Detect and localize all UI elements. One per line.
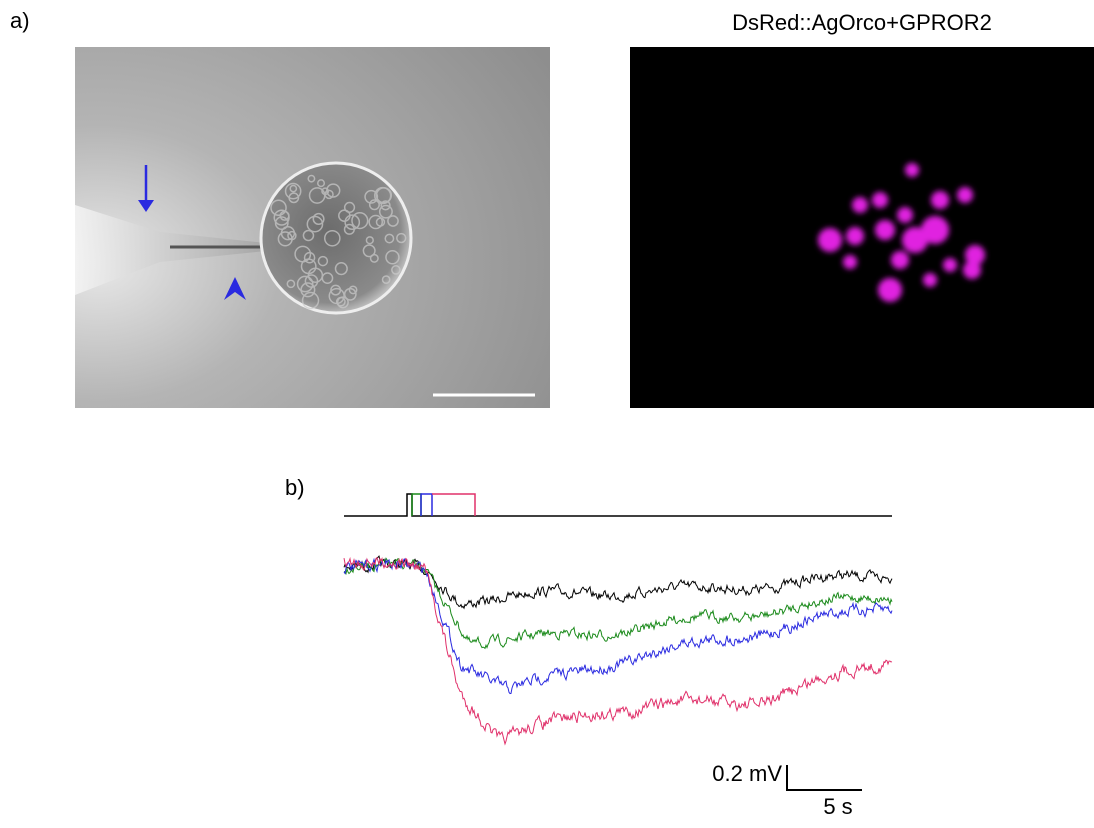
cell-texture [304, 274, 319, 288]
cell-texture [378, 204, 393, 219]
voltage-trace [343, 557, 893, 650]
cell-texture [302, 229, 315, 242]
fluorescent-spot [843, 255, 857, 269]
cell-texture [296, 275, 314, 293]
fluorescent-spot [897, 207, 913, 223]
cell-texture [334, 262, 348, 276]
cell-texture [368, 214, 384, 230]
cell-texture [324, 189, 334, 200]
cell-texture [274, 216, 289, 231]
fluorescent-spot [931, 191, 949, 209]
cell-texture [323, 229, 341, 247]
fluorescent-spot [878, 278, 902, 302]
cell-texture [307, 174, 316, 183]
fluorescent-spot [875, 220, 895, 240]
fluorescent-spot [872, 192, 888, 208]
cell-texture [348, 285, 358, 295]
cell-texture [369, 253, 379, 263]
cell-texture [396, 232, 407, 244]
panel-label: b) [285, 475, 305, 500]
cell-texture [374, 186, 392, 205]
cell-texture [284, 182, 302, 200]
cell-texture [270, 199, 287, 217]
voltage-trace [343, 555, 893, 610]
cell-texture [351, 212, 369, 230]
traces [343, 555, 893, 746]
cell-texture [384, 233, 395, 244]
cell-texture [380, 200, 391, 211]
cell-texture [336, 296, 349, 309]
fluorescent-spot [921, 216, 949, 244]
cell-texture [279, 210, 290, 221]
cell-texture [277, 231, 293, 247]
cell-texture [286, 279, 296, 289]
fluorescent-spot [905, 163, 919, 177]
cell-texture [335, 296, 346, 307]
cell-texture [306, 215, 324, 233]
cell-texture [317, 255, 329, 267]
cell-texture [344, 214, 361, 231]
fluorescent-spot [965, 245, 985, 265]
cell-texture [375, 217, 386, 227]
scale-label: 0.2 mV [712, 761, 782, 786]
cell-texture [381, 275, 391, 285]
fluorescent-spot [957, 187, 973, 203]
scale-label: 5 s [823, 794, 852, 819]
panel-label: a) [10, 8, 30, 33]
cell-texture [294, 245, 312, 263]
fluorescence-image [630, 47, 1094, 408]
fluorescent-spot [923, 273, 937, 287]
cell-texture [385, 250, 400, 265]
voltage-trace [343, 557, 893, 695]
stimulus [344, 493, 892, 517]
cell-texture [365, 236, 374, 245]
fluorescent-spot [852, 197, 868, 213]
cell-texture [301, 291, 320, 310]
cell-texture [362, 244, 376, 258]
cell-texture [391, 265, 401, 275]
brightfield-image [75, 47, 550, 408]
cell-texture [303, 251, 316, 264]
cell-texture [368, 199, 380, 211]
cell-texture [307, 267, 324, 283]
fluorescent-spot [891, 251, 909, 269]
cell-texture [289, 184, 298, 193]
voltage-trace [343, 556, 893, 746]
cell-texture [317, 179, 326, 188]
image-title: DsRed::AgOrco+GPROR2 [732, 10, 992, 35]
fluorescent-spot [963, 261, 981, 279]
cell-texture [387, 215, 399, 227]
cell-texture [364, 189, 379, 204]
cell-texture [312, 212, 325, 225]
fluorescent-spot [943, 258, 957, 272]
cell-texture [328, 287, 345, 305]
fluorescent-spot [846, 227, 864, 245]
fluorescent-spot [818, 228, 842, 252]
